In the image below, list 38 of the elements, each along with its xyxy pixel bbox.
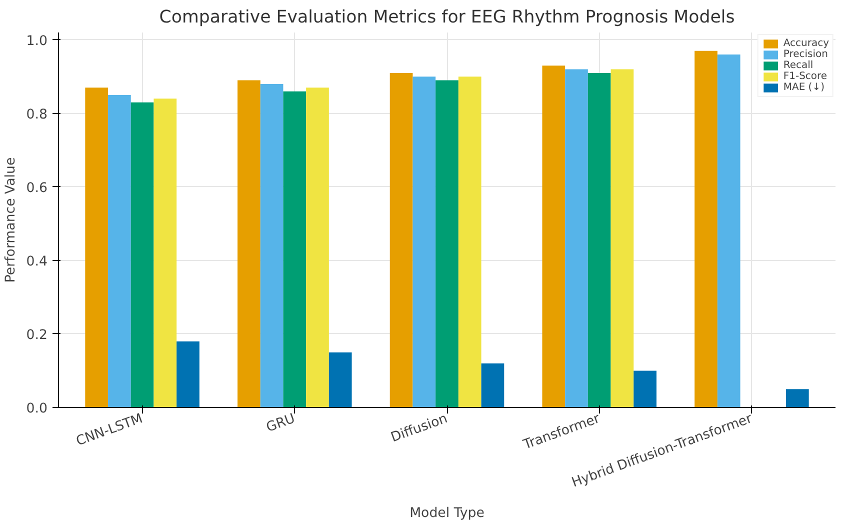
x-tick-label: GRU	[264, 411, 298, 436]
y-tick-label: 1.0	[26, 34, 48, 49]
bar	[436, 80, 458, 408]
legend-label: Recall	[783, 60, 814, 71]
bar	[176, 341, 200, 408]
y-axis-title: Performance Value	[3, 157, 18, 283]
bar	[238, 80, 260, 408]
bar	[458, 76, 482, 408]
bar	[260, 84, 284, 408]
x-axis-title: Model Type	[410, 506, 484, 521]
bar	[306, 88, 329, 408]
bar	[634, 370, 656, 408]
bar	[610, 69, 634, 408]
bar	[588, 72, 611, 408]
legend-label: F1-Score	[783, 71, 828, 82]
y-tick-label: 0.0	[26, 402, 48, 416]
bar	[412, 76, 436, 408]
bar	[390, 72, 413, 408]
bar	[481, 363, 504, 408]
bar	[130, 102, 154, 408]
bar	[283, 91, 306, 408]
y-tick-label: 0.2	[26, 328, 48, 343]
y-tick-label: 0.4	[26, 254, 48, 270]
bar	[694, 50, 718, 408]
chart-title: Comparative Evaluation Metrics for EEG Rhythm Prognosis Models	[159, 8, 735, 28]
bar	[542, 66, 566, 408]
bar	[85, 88, 108, 408]
bar	[108, 95, 131, 408]
legend-label: Accuracy	[783, 38, 829, 49]
legend-label: Precision	[783, 49, 828, 60]
y-tick-label: 0.6	[26, 180, 48, 196]
y-tick-label: 0.8	[26, 107, 48, 122]
bar	[328, 352, 352, 408]
bar	[565, 69, 588, 408]
legend-label: MAE (↓)	[783, 82, 824, 93]
bar	[717, 54, 740, 408]
bar	[786, 389, 809, 408]
bar	[154, 98, 177, 408]
